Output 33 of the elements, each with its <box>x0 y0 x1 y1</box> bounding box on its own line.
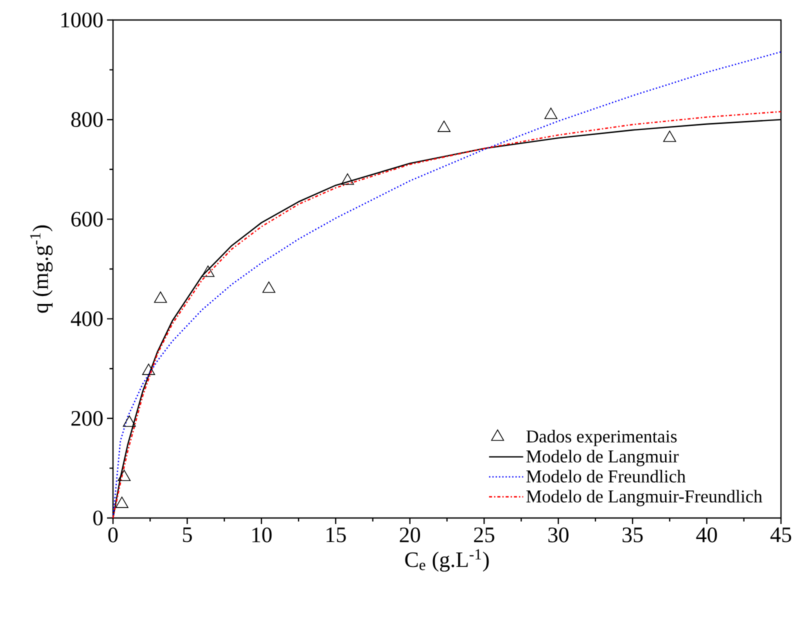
x-tick-label: 5 <box>183 528 192 542</box>
point <box>663 130 676 142</box>
x-tick-label: 25 <box>474 528 494 542</box>
x-axis-title: C$_{e}$ (g.L$^{-1}$) <box>405 549 489 572</box>
point <box>154 291 167 303</box>
point <box>262 282 276 293</box>
y-tick-label: 1000 <box>61 12 103 28</box>
y-tick-label: 400 <box>70 311 103 326</box>
x-tick-label: 35 <box>622 528 643 542</box>
x-tick-label: 15 <box>326 528 346 542</box>
y-tick-label: 0 <box>93 510 103 526</box>
x-tick-label: 10 <box>252 528 272 542</box>
y-axis-title: q (mg.g$^{-1}$) <box>30 225 53 313</box>
point <box>544 108 558 120</box>
legend-label: Modelo de Freundlich <box>526 470 686 483</box>
point <box>115 496 128 508</box>
x-tick-label: 45 <box>770 528 792 542</box>
point <box>438 120 450 132</box>
legend-label: Modelo de Langmuir <box>526 450 679 466</box>
point <box>202 266 214 277</box>
point <box>118 470 131 482</box>
y-tick-label: 200 <box>71 410 103 426</box>
x-tick-label: 30 <box>548 528 568 542</box>
x-tick-label: 40 <box>696 528 717 542</box>
legend-label: Dados experimentais <box>526 430 677 446</box>
legend-label: Modelo de Langmuir-Freundlich <box>526 490 762 506</box>
y-tick-label: 600 <box>71 212 103 227</box>
point <box>122 415 136 427</box>
x-tick-label: 20 <box>400 528 420 542</box>
y-tick-label: 800 <box>71 112 103 128</box>
x-tick-label: 0 <box>108 528 118 542</box>
point <box>341 173 354 185</box>
point <box>142 364 156 375</box>
